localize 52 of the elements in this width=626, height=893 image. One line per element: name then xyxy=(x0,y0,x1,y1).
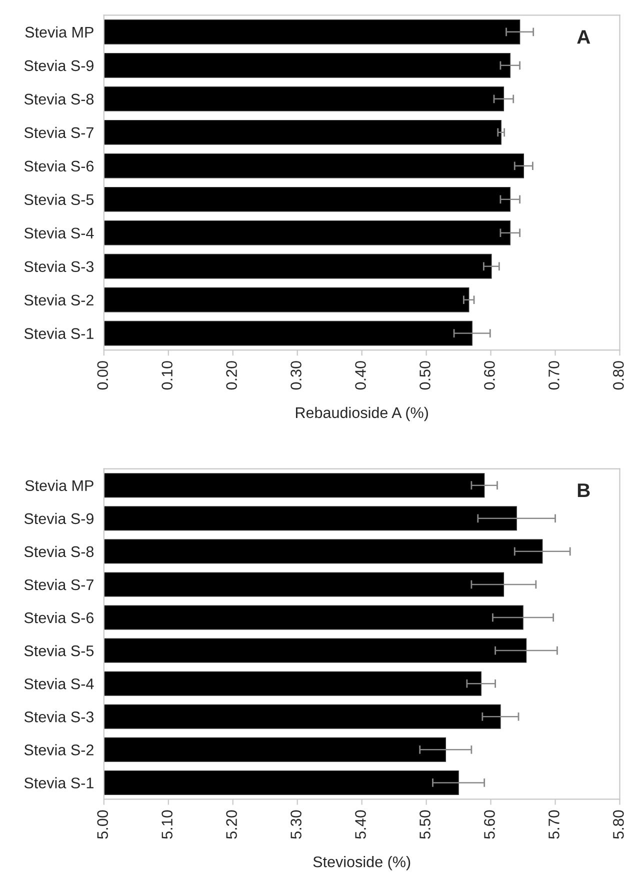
y-tick-label: Stevia S-8 xyxy=(24,546,94,558)
x-tick-label: 0.00 xyxy=(97,361,108,390)
y-tick-label: Stevia S-9 xyxy=(24,512,94,524)
y-tick-label: Stevia S-9 xyxy=(24,60,94,72)
x-tick-label: 5.40 xyxy=(355,810,366,839)
bar xyxy=(104,254,492,279)
bar xyxy=(104,20,520,44)
bar xyxy=(104,320,472,346)
bar xyxy=(104,53,510,78)
annotation: A xyxy=(577,30,590,44)
y-tick-label: Stevia S-8 xyxy=(24,93,94,105)
y-tick-label: Stevia S-4 xyxy=(24,678,94,690)
y-tick-label: Stevia MP xyxy=(25,26,94,38)
x-tick-label: 5.80 xyxy=(613,810,624,839)
y-tick-label: Stevia S-3 xyxy=(24,260,94,272)
x-axis-title: Stevioside (%) xyxy=(313,856,410,870)
x-tick-label: 5.30 xyxy=(290,810,302,839)
y-tick-label: Stevia S-1 xyxy=(24,328,94,339)
x-tick-label: 0.40 xyxy=(355,361,366,390)
x-tick-label: 5.00 xyxy=(97,810,108,839)
x-tick-label: 0.80 xyxy=(613,361,624,390)
x-tick-label: 5.60 xyxy=(484,810,495,839)
y-tick-label: Stevia S-3 xyxy=(24,711,94,722)
y-tick-label: Stevia S-6 xyxy=(24,160,94,172)
x-tick-label: 0.10 xyxy=(162,361,172,390)
bar xyxy=(104,153,524,178)
x-tick-label: 5.10 xyxy=(162,810,172,839)
x-tick-label: 0.60 xyxy=(484,361,495,390)
x-tick-label: 0.20 xyxy=(226,361,237,390)
x-tick-label: 5.20 xyxy=(226,810,237,839)
bar xyxy=(104,287,470,312)
y-tick-label: Stevia S-5 xyxy=(24,194,94,206)
x-tick-label: 5.70 xyxy=(548,810,560,839)
y-tick-label: Stevia S-4 xyxy=(24,227,94,239)
y-tick-label: Stevia S-5 xyxy=(24,645,94,656)
bar xyxy=(104,86,504,112)
x-tick-label: 0.70 xyxy=(548,361,560,390)
y-tick-label: Stevia S-1 xyxy=(24,777,94,788)
x-tick-label: 0.50 xyxy=(420,361,430,390)
y-tick-label: Stevia MP xyxy=(25,480,94,492)
annotation: B xyxy=(578,484,590,497)
y-tick-label: Stevia S-6 xyxy=(24,612,94,624)
bar xyxy=(104,220,510,246)
y-tick-label: Stevia S-2 xyxy=(24,744,94,756)
x-axis-title: Rebaudioside A (%) xyxy=(296,406,428,422)
x-tick-label: 5.50 xyxy=(420,810,430,839)
y-tick-label: Stevia S-7 xyxy=(24,578,94,590)
x-tick-label: 0.30 xyxy=(290,361,302,390)
bar xyxy=(104,120,502,145)
y-tick-label: Stevia S-7 xyxy=(24,126,94,138)
y-tick-label: Stevia S-2 xyxy=(24,294,94,306)
bar xyxy=(104,186,510,212)
